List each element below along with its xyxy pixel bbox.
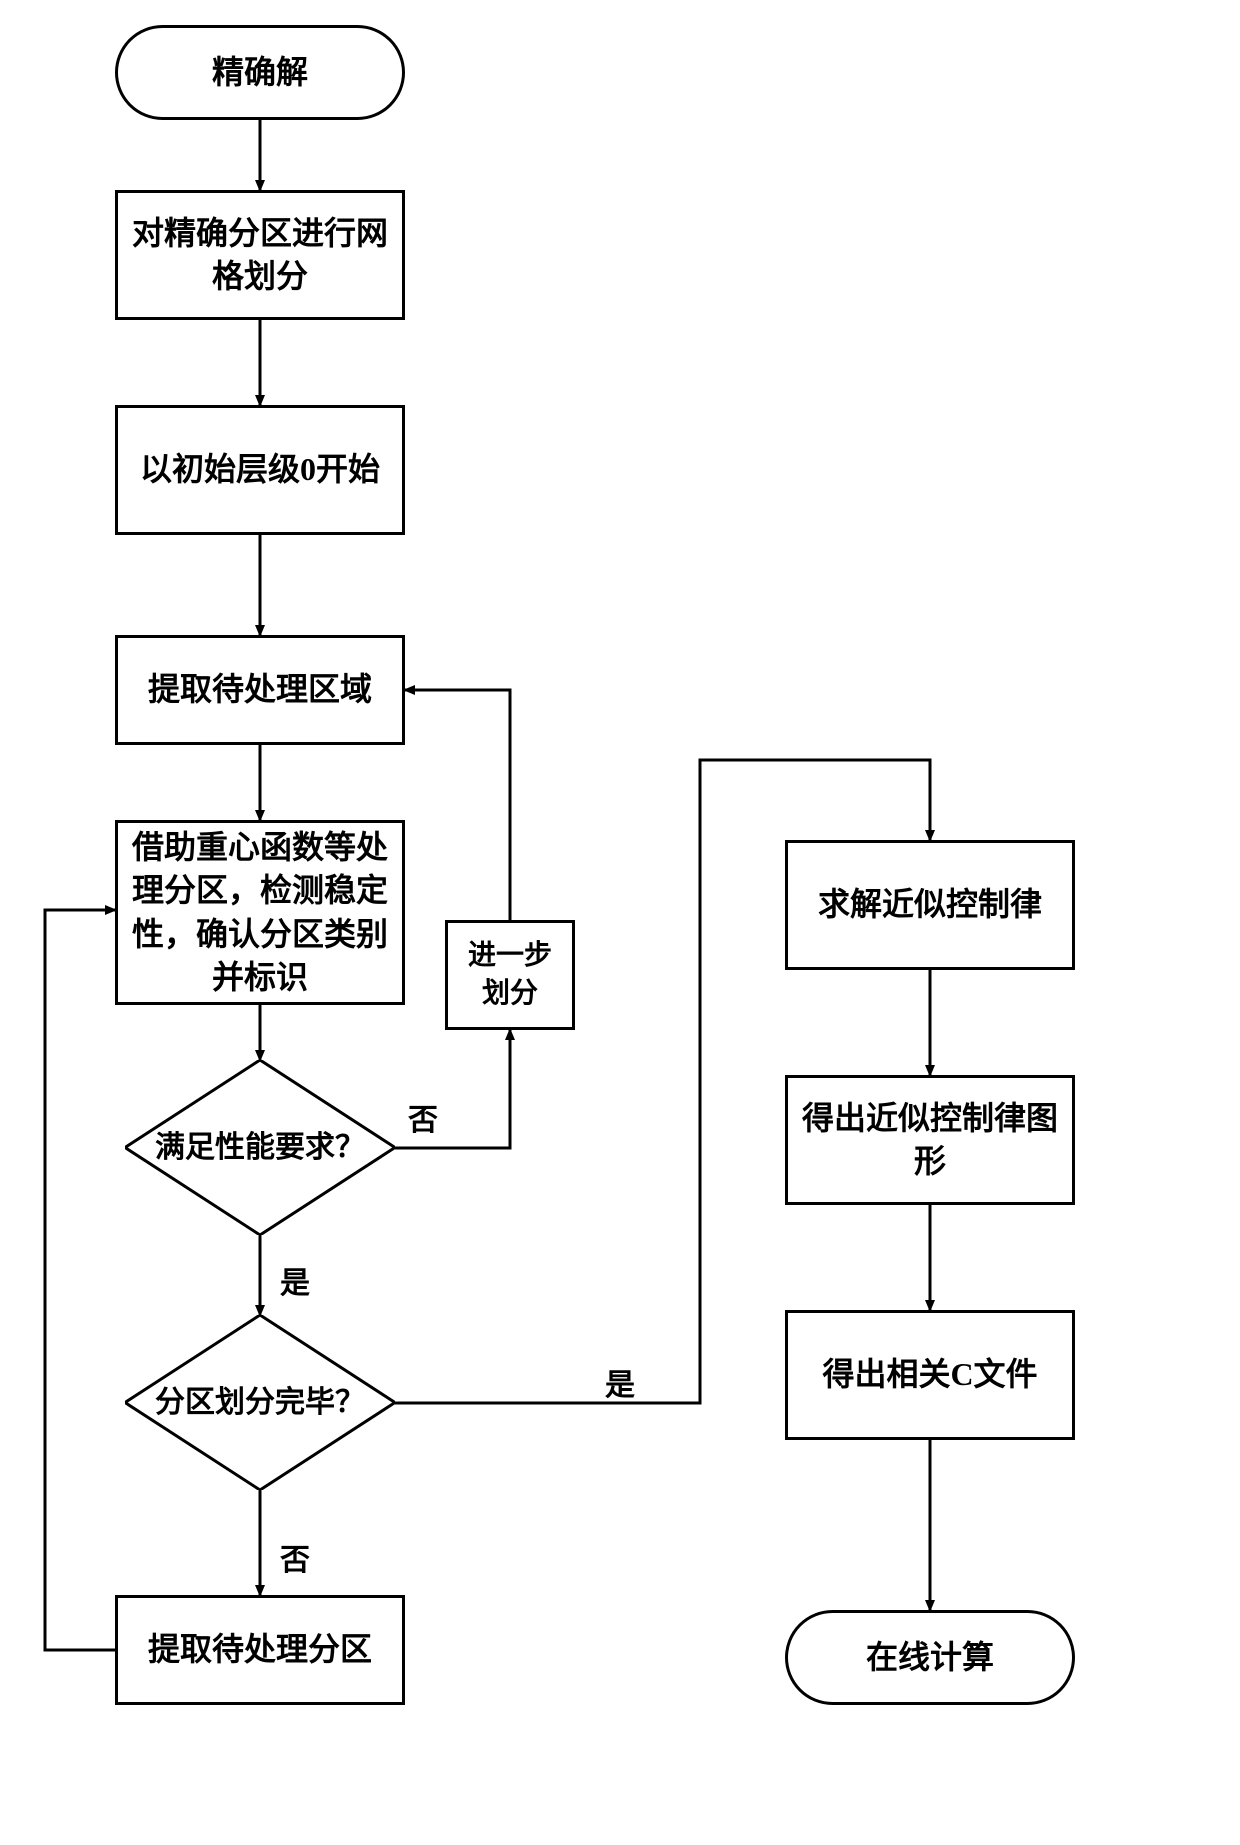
- node-label: 得出近似控制律图形: [802, 1097, 1058, 1183]
- node-cfile: 得出相关C文件: [785, 1310, 1075, 1440]
- node-label: 精确解: [212, 51, 308, 94]
- node-label: 借助重心函数等处理分区，检测稳定性，确认分区类别并标识: [132, 826, 388, 999]
- edge-label-done-no: 否: [280, 1535, 310, 1579]
- edge-label-perf-yes: 是: [280, 1258, 310, 1302]
- node-initlevel: 以初始层级0开始: [115, 405, 405, 535]
- node-end: 在线计算: [785, 1610, 1075, 1705]
- node-label: 提取待处理区域: [148, 668, 372, 711]
- node-label: 以初始层级0开始: [140, 448, 380, 491]
- node-label: 提取待处理分区: [148, 1628, 372, 1671]
- node-label: 在线计算: [866, 1636, 994, 1679]
- node-solve: 求解近似控制律: [785, 840, 1075, 970]
- node-process: 借助重心函数等处理分区，检测稳定性，确认分区类别并标识: [115, 820, 405, 1005]
- node-extract1: 提取待处理区域: [115, 635, 405, 745]
- node-label: 得出相关C文件: [822, 1353, 1037, 1396]
- edge-label-perf-no: 否: [408, 1095, 438, 1139]
- node-label: 进一步划分: [456, 937, 564, 1013]
- node-done: 分区划分完毕？: [125, 1315, 395, 1490]
- node-graph: 得出近似控制律图形: [785, 1075, 1075, 1205]
- node-perf: 满足性能要求？: [125, 1060, 395, 1235]
- node-mesh: 对精确分区进行网格划分: [115, 190, 405, 320]
- edge-label-done-yes: 是: [605, 1360, 635, 1404]
- node-label: 分区划分完毕？: [155, 1383, 365, 1422]
- node-label: 满足性能要求？: [155, 1128, 365, 1167]
- node-refine: 进一步划分: [445, 920, 575, 1030]
- node-extract2: 提取待处理分区: [115, 1595, 405, 1705]
- node-label: 对精确分区进行网格划分: [132, 212, 388, 298]
- flowchart-canvas: 精确解 对精确分区进行网格划分 以初始层级0开始 提取待处理区域 借助重心函数等…: [0, 0, 1240, 1845]
- node-label: 求解近似控制律: [818, 883, 1042, 926]
- node-start: 精确解: [115, 25, 405, 120]
